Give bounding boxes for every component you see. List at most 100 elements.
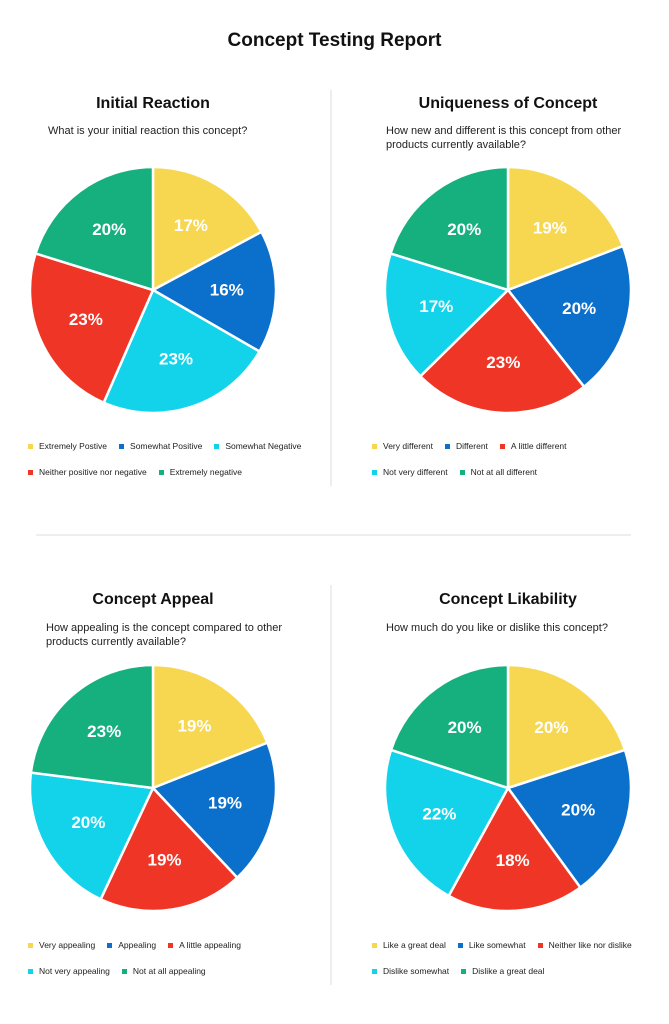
slice-label: 23% (69, 310, 103, 329)
legend-item: Dislike somewhat (372, 966, 449, 976)
legend: Very appealing Appealing A little appealin… (28, 940, 328, 976)
legend-swatch (107, 942, 113, 948)
slice-label: 16% (210, 281, 244, 300)
legend-label: Very different (383, 441, 433, 451)
legend-swatch (158, 469, 164, 475)
legend: Very different Different A little differen… (372, 441, 669, 477)
chart-subtitle: What is your initial reaction this conce… (48, 125, 248, 137)
legend-swatch (444, 443, 450, 449)
legend-item: Very different (372, 441, 433, 451)
slice-label: 20% (448, 718, 482, 737)
pie-slice (102, 288, 262, 415)
pie-slice (150, 741, 278, 880)
pie-slice (151, 663, 269, 790)
pie-slice (389, 663, 510, 790)
pie-slice (29, 663, 155, 790)
legend-label: Dislike a great deal (472, 966, 545, 976)
slice-label: 17% (174, 216, 208, 235)
pie-slice (33, 165, 155, 292)
pie-slice (383, 251, 511, 379)
slice-label: 18% (496, 851, 530, 870)
legend-swatch (28, 443, 33, 449)
legend-swatch (372, 968, 377, 974)
legend-swatch (168, 942, 174, 948)
legend-label: Like somewhat (468, 940, 526, 950)
legend-item: Extremely negative (158, 467, 243, 477)
slice-label: 20% (92, 220, 126, 239)
slice-label: 22% (422, 805, 456, 824)
legend-item: Dislike a great deal (461, 966, 544, 976)
legend-swatch (372, 443, 377, 449)
pie-slice (28, 251, 155, 405)
slice-label: 19% (177, 716, 211, 735)
legend-label: Neither like nor dislike (548, 940, 632, 950)
legend-swatch (214, 443, 220, 449)
legend: Extremely Postive Somewhat Positive Somewh… (28, 441, 328, 477)
slice-label: 20% (447, 220, 481, 239)
legend-item: Different (444, 441, 488, 451)
legend-label: Not at all appealing (132, 966, 206, 976)
legend-item: Like a great deal (372, 940, 446, 950)
legend-item: Not at all different (459, 467, 537, 477)
legend-swatch (499, 443, 505, 449)
legend-item: A little different (499, 441, 567, 451)
chart-subtitle: How appealing is the concept compared to… (46, 622, 283, 648)
legend-label: Somewhat Positive (130, 441, 203, 451)
legend-swatch (457, 942, 463, 948)
legend-label: A little different (510, 441, 567, 451)
slice-label: 23% (87, 722, 121, 741)
legend-label: Somewhat Negative (225, 441, 302, 451)
chart-subtitle: How new and different is this concept fr… (386, 125, 622, 151)
slice-label: 19% (533, 219, 567, 238)
slice-label: 20% (561, 800, 595, 819)
pie-slice (388, 165, 510, 292)
chart-title: Concept Appeal (92, 591, 214, 608)
legend-label: Not very different (383, 467, 448, 477)
legend-item: Somewhat Positive (119, 441, 202, 451)
legend-label: Dislike somewhat (383, 966, 450, 976)
legend-item: A little appealing (168, 940, 241, 950)
pie-slice (506, 165, 625, 292)
legend-item: Extremely Postive (28, 441, 107, 451)
slice-label: 20% (562, 299, 596, 318)
legend-item: Not at all appealing (121, 966, 206, 976)
legend-item: Not very different (372, 467, 448, 477)
pie-slice (506, 663, 627, 790)
pie-slice (418, 288, 586, 415)
legend-item: Somewhat Negative (214, 441, 301, 451)
page-title: Concept Testing Report (227, 30, 442, 51)
legend-label: Different (455, 441, 488, 451)
pie-slice (98, 785, 239, 913)
chart-title: Concept Likability (439, 591, 577, 608)
legend-swatch (372, 942, 377, 948)
pie-slice (28, 771, 155, 901)
legend-swatch (372, 469, 377, 475)
legend-swatch (121, 968, 127, 974)
legend-label: A little appealing (179, 940, 241, 950)
slice-label: 19% (148, 850, 182, 869)
legend-item: Not very appealing (28, 966, 110, 976)
slice-label: 23% (486, 353, 520, 372)
legend-item: Very appealing (28, 940, 95, 950)
legend-swatch (28, 968, 33, 974)
chart-title: Uniqueness of Concept (418, 95, 598, 112)
pie-slice (447, 785, 583, 913)
legend-label: Appealing (118, 940, 157, 950)
legend-swatch (119, 443, 125, 449)
pie-slice (150, 230, 278, 354)
legend-item: Like somewhat (457, 940, 526, 950)
legend-item: Neither positive nor negative (28, 467, 147, 477)
legend-swatch (461, 968, 467, 974)
legend-label: Extremely negative (169, 467, 243, 477)
legend-item: Neither like nor dislike (537, 940, 632, 950)
slice-label: 20% (534, 718, 568, 737)
chart-title: Initial Reaction (96, 95, 210, 112)
legend-label: Neither positive nor negative (39, 467, 147, 477)
pie-slice (505, 748, 633, 890)
legend: Like a great deal Like somewhat Neither li… (372, 940, 669, 976)
pie-slice (151, 165, 264, 293)
pie-slice (383, 748, 510, 898)
legend-label: Very appealing (39, 940, 96, 950)
